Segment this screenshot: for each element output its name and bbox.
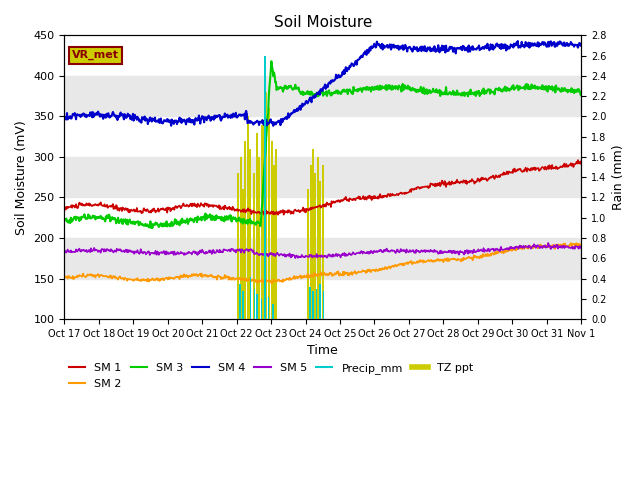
Bar: [242, 291, 244, 319]
Bar: [260, 299, 262, 319]
Bar: [250, 276, 252, 319]
Title: Soil Moisture: Soil Moisture: [274, 15, 372, 30]
Y-axis label: Soil Moisture (mV): Soil Moisture (mV): [15, 120, 28, 235]
Bar: [309, 287, 310, 319]
Bar: [268, 108, 271, 319]
Bar: [312, 291, 314, 319]
Bar: [312, 149, 314, 319]
Bar: [272, 304, 274, 319]
Bar: [65, 76, 581, 117]
Bar: [319, 181, 321, 319]
Bar: [255, 132, 258, 319]
Bar: [244, 141, 246, 319]
Bar: [264, 56, 266, 319]
Bar: [258, 157, 260, 319]
Bar: [249, 149, 251, 319]
Bar: [237, 173, 239, 319]
Bar: [273, 165, 275, 319]
Bar: [316, 288, 317, 319]
Bar: [253, 173, 255, 319]
Bar: [65, 157, 581, 197]
Bar: [271, 141, 273, 319]
Bar: [262, 124, 264, 319]
Bar: [268, 297, 269, 319]
Bar: [239, 284, 241, 319]
Text: VR_met: VR_met: [72, 50, 119, 60]
Bar: [253, 288, 255, 319]
Bar: [265, 92, 267, 319]
Bar: [65, 238, 581, 278]
Bar: [242, 190, 244, 319]
Bar: [317, 157, 319, 319]
Y-axis label: Rain (mm): Rain (mm): [612, 144, 625, 210]
Bar: [307, 190, 309, 319]
Bar: [310, 165, 312, 319]
Bar: [257, 294, 258, 319]
Bar: [319, 284, 321, 319]
Bar: [322, 165, 324, 319]
Legend: SM 1, SM 2, SM 3, SM 4, SM 5, Precip_mm, TZ ppt: SM 1, SM 2, SM 3, SM 4, SM 5, Precip_mm,…: [65, 359, 478, 393]
Bar: [246, 117, 249, 319]
X-axis label: Time: Time: [307, 344, 338, 357]
Bar: [275, 149, 277, 319]
Bar: [323, 291, 324, 319]
Bar: [240, 157, 242, 319]
Bar: [314, 173, 316, 319]
